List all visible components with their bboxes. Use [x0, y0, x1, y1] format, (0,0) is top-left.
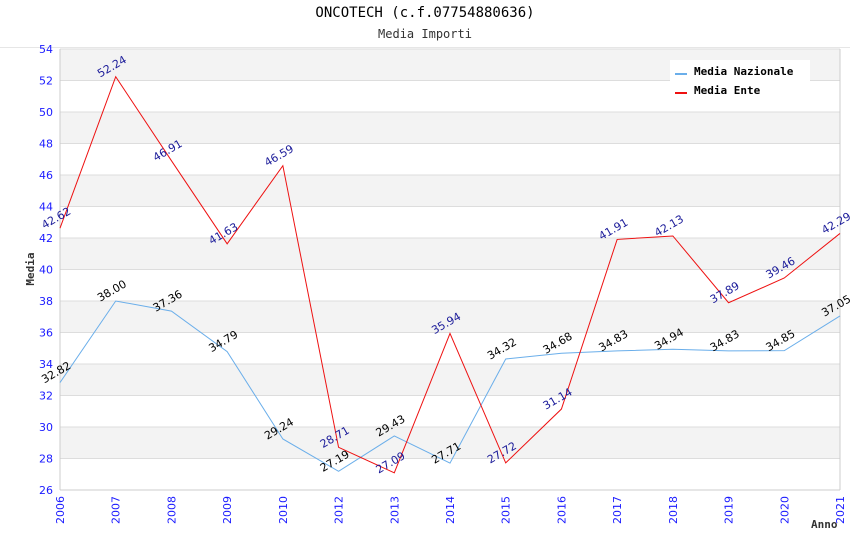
x-tick-label: 2021: [834, 496, 847, 524]
y-tick-label: 28: [39, 453, 53, 466]
y-tick-label: 38: [39, 295, 53, 308]
grid-band: [60, 112, 840, 144]
x-tick-label: 2019: [723, 496, 736, 524]
y-axis-label: Media: [24, 252, 37, 285]
grid-band: [60, 238, 840, 270]
x-tick-label: 2020: [778, 496, 791, 524]
x-axis-label: Anno: [811, 518, 838, 531]
x-tick-label: 2006: [54, 496, 67, 524]
grid-band: [60, 175, 840, 207]
legend-item-label: Media Nazionale: [694, 65, 794, 78]
x-tick-label: 2008: [165, 496, 178, 524]
y-tick-label: 46: [39, 169, 53, 182]
grid-band: [60, 364, 840, 396]
x-tick-label: 2013: [388, 496, 401, 524]
x-tick-label: 2016: [555, 496, 568, 524]
grid-band: [60, 301, 840, 333]
legend-item-label: Media Ente: [694, 84, 761, 97]
grid-band: [60, 427, 840, 459]
y-tick-label: 48: [39, 138, 53, 151]
x-tick-label: 2017: [611, 496, 624, 524]
chart-title: ONCOTECH (c.f.07754880636): [315, 5, 535, 21]
y-tick-label: 26: [39, 484, 53, 497]
legend: Media Nazionale Media Ente: [670, 60, 810, 102]
y-tick-label: 36: [39, 327, 53, 340]
grid-band: [60, 206, 840, 238]
x-tick-label: 2010: [277, 496, 290, 524]
series-line-media-ente: [59, 75, 841, 474]
grid-band: [60, 143, 840, 175]
grid-band: [60, 332, 840, 364]
y-tick-label: 54: [39, 43, 53, 56]
y-tick-label: 30: [39, 421, 53, 434]
x-tick-label: 2009: [221, 496, 234, 524]
grid-band: [60, 458, 840, 490]
chart-subtitle: Media Importi: [378, 27, 472, 41]
grid-band: [60, 395, 840, 427]
legend-box: [670, 60, 810, 102]
series-line-media-nazionale: [59, 300, 841, 472]
background-bands: [60, 49, 840, 490]
title-divider: [0, 47, 850, 48]
x-tick-label: 2007: [110, 496, 123, 524]
y-tick-label: 42: [39, 232, 53, 245]
y-tick-label: 40: [39, 264, 53, 277]
y-tick-label: 52: [39, 75, 53, 88]
x-tick-label: 2018: [667, 496, 680, 524]
axes: [59, 49, 841, 491]
grid-band: [60, 269, 840, 301]
x-tick-label: 2012: [333, 496, 346, 524]
y-tick-label: 44: [39, 201, 53, 214]
y-tick-label: 32: [39, 390, 53, 403]
x-tick-label: 2015: [500, 496, 513, 524]
y-tick-label: 34: [39, 358, 53, 371]
x-tick-labels: 2006 2007 2008 2009 2010 2012 2013 2014 2015 2016…: [54, 496, 847, 524]
x-tick-label: 2014: [444, 496, 457, 524]
y-tick-label: 50: [39, 106, 53, 119]
series-lines: [59, 75, 841, 474]
y-tick-labels: 26 28 30 32 34 36 38 40 42 44 46 48 50 52 54: [39, 43, 53, 497]
